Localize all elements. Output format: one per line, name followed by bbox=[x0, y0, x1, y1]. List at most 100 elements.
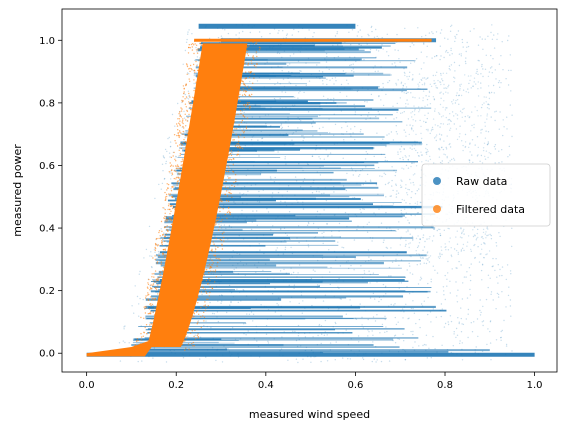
raw-data-point bbox=[414, 173, 416, 175]
raw-data-point bbox=[352, 68, 354, 70]
raw-data-point bbox=[436, 291, 438, 293]
raw-data-point bbox=[410, 330, 412, 333]
filtered-data-point bbox=[178, 136, 180, 139]
raw-data-point bbox=[228, 350, 231, 352]
raw-data-point bbox=[462, 108, 464, 111]
x-tick-label: 0.0 bbox=[79, 380, 95, 391]
filtered-data-point bbox=[226, 170, 228, 173]
raw-data-point bbox=[474, 235, 476, 237]
raw-data-point bbox=[176, 171, 178, 174]
raw-data-point bbox=[441, 344, 443, 346]
raw-data-point bbox=[252, 107, 254, 109]
x-tick-label: 0.4 bbox=[258, 380, 274, 391]
raw-data-point bbox=[461, 323, 463, 325]
raw-data-point bbox=[302, 208, 305, 210]
raw-data-point bbox=[446, 285, 448, 287]
raw-data-point bbox=[297, 31, 300, 33]
raw-data-point bbox=[420, 176, 422, 179]
raw-data-point bbox=[450, 247, 452, 249]
raw-data-point bbox=[461, 247, 464, 249]
filtered-data-point bbox=[240, 113, 242, 115]
raw-data-point bbox=[476, 109, 478, 112]
filtered-data-point bbox=[175, 178, 177, 180]
filtered-data-point bbox=[194, 43, 196, 45]
raw-data-point bbox=[185, 130, 187, 132]
raw-data-point bbox=[241, 187, 243, 190]
raw-data-point bbox=[494, 269, 496, 272]
filtered-data-point bbox=[216, 265, 218, 267]
filtered-data-point bbox=[195, 49, 198, 51]
raw-data-point bbox=[280, 127, 283, 130]
raw-data-point bbox=[318, 191, 320, 193]
raw-data-point bbox=[229, 355, 231, 357]
filtered-data-point bbox=[155, 281, 157, 283]
raw-data-point bbox=[406, 194, 409, 196]
raw-data-point bbox=[284, 239, 286, 242]
filtered-data-point bbox=[238, 97, 240, 99]
raw-data-point bbox=[283, 50, 286, 52]
raw-data-point bbox=[250, 139, 253, 141]
filtered-data-point bbox=[153, 280, 155, 282]
raw-data-point bbox=[432, 96, 435, 98]
raw-data-point bbox=[298, 332, 300, 334]
raw-data-point bbox=[330, 179, 332, 181]
filtered-data-point bbox=[177, 118, 179, 120]
filtered-data-point bbox=[193, 315, 195, 318]
raw-data-point bbox=[485, 96, 487, 98]
raw-data-point bbox=[330, 98, 332, 101]
filtered-data-point bbox=[246, 117, 249, 119]
raw-data-point bbox=[430, 281, 432, 283]
raw-data-point bbox=[258, 356, 261, 358]
raw-data-point bbox=[329, 342, 332, 344]
raw-data-point bbox=[420, 125, 422, 128]
raw-data-point bbox=[124, 341, 126, 344]
raw-data-point bbox=[408, 133, 410, 136]
raw-data-point bbox=[439, 228, 441, 231]
filtered-data-point bbox=[240, 89, 242, 91]
raw-data-point bbox=[467, 88, 469, 90]
raw-data-point bbox=[353, 196, 356, 199]
raw-data-point bbox=[441, 78, 443, 80]
raw-data-point bbox=[442, 72, 444, 75]
raw-data-point bbox=[405, 86, 408, 88]
raw-data-point bbox=[215, 359, 217, 362]
filtered-data-point bbox=[232, 131, 235, 133]
filtered-data-point bbox=[239, 93, 241, 96]
raw-data-point bbox=[287, 290, 289, 292]
raw-data-point bbox=[400, 81, 403, 84]
raw-data-point bbox=[492, 257, 494, 260]
raw-data-point bbox=[302, 180, 304, 183]
raw-data-point bbox=[412, 239, 414, 241]
raw-data-point bbox=[397, 79, 399, 81]
raw-data-point bbox=[445, 51, 447, 53]
raw-data-point bbox=[482, 48, 484, 50]
raw-data-point bbox=[386, 330, 388, 333]
raw-data-point bbox=[285, 37, 287, 39]
raw-data-point bbox=[477, 154, 479, 156]
raw-data-point bbox=[254, 184, 257, 186]
filtered-data-point bbox=[139, 343, 141, 345]
raw-data-point bbox=[326, 222, 328, 225]
filtered-data-point bbox=[192, 341, 195, 344]
raw-data-point bbox=[453, 248, 456, 250]
raw-data-point bbox=[367, 115, 369, 117]
raw-data-point bbox=[469, 151, 471, 153]
raw-data-point bbox=[321, 71, 324, 73]
raw-data-point bbox=[261, 137, 263, 140]
raw-data-point bbox=[400, 282, 403, 284]
filtered-data-point bbox=[173, 177, 175, 180]
raw-data-point bbox=[396, 33, 398, 36]
raw-data-point bbox=[436, 87, 439, 89]
raw-data-point bbox=[294, 176, 297, 178]
raw-data-point bbox=[255, 271, 257, 273]
raw-data-point bbox=[426, 143, 428, 146]
raw-data-point bbox=[477, 44, 480, 46]
filtered-data-point bbox=[185, 141, 187, 144]
raw-data-point bbox=[412, 119, 414, 121]
raw-data-point bbox=[404, 351, 407, 353]
raw-data-point bbox=[429, 236, 431, 238]
raw-data-point bbox=[169, 156, 171, 158]
raw-data-point bbox=[137, 360, 139, 363]
raw-data-point bbox=[205, 320, 207, 322]
raw-data-point bbox=[270, 229, 272, 231]
